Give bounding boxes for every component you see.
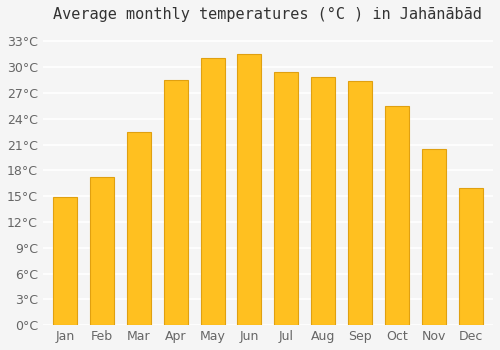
Bar xyxy=(127,132,151,325)
Bar xyxy=(385,106,409,325)
Bar xyxy=(459,188,483,325)
Bar xyxy=(348,81,372,325)
Bar xyxy=(422,149,446,325)
Bar xyxy=(164,80,188,325)
Bar xyxy=(90,177,114,325)
Title: Average monthly temperatures (°C ) in Jahānābād: Average monthly temperatures (°C ) in Ja… xyxy=(54,7,482,22)
Bar xyxy=(274,71,298,325)
Bar xyxy=(200,58,224,325)
Bar xyxy=(238,54,262,325)
Bar xyxy=(53,197,77,325)
Bar xyxy=(312,77,336,325)
